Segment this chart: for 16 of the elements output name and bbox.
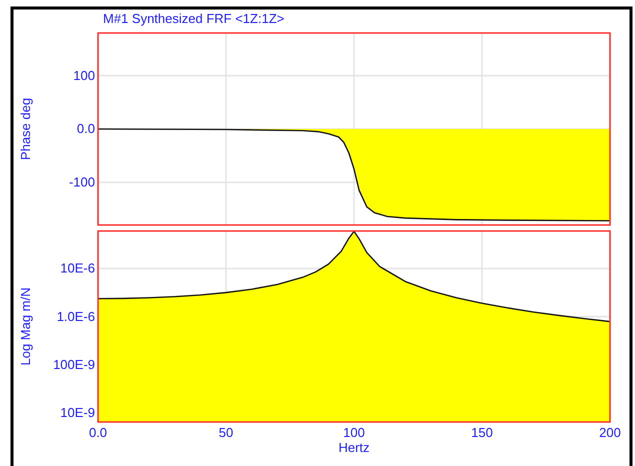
x-tick-label: 0.0 [88,425,108,440]
x-tick-label: 150 [471,425,493,440]
y-tick-label: 10E-6 [60,260,95,276]
x-tick-label: 50 [218,425,234,440]
y-tick-label: 0.0 [76,121,95,136]
y-tick-label: 100E-9 [53,356,95,372]
x-tick-label: 100 [343,425,365,440]
y-axis-title: Log Mag m/N [18,287,33,366]
y-tick-label: 100 [73,68,95,83]
y-tick-label: 1.0E-6 [56,308,95,324]
x-tick-label: 200 [599,425,621,440]
chart-title: M#1 Synthesized FRF <1Z:1Z> [103,11,284,26]
y-axis-title: Phase deg [18,98,33,160]
y-tick-label: 10E-9 [60,405,95,420]
x-axis-title: Hertz [338,440,370,455]
y-tick-label: -100 [68,174,95,190]
